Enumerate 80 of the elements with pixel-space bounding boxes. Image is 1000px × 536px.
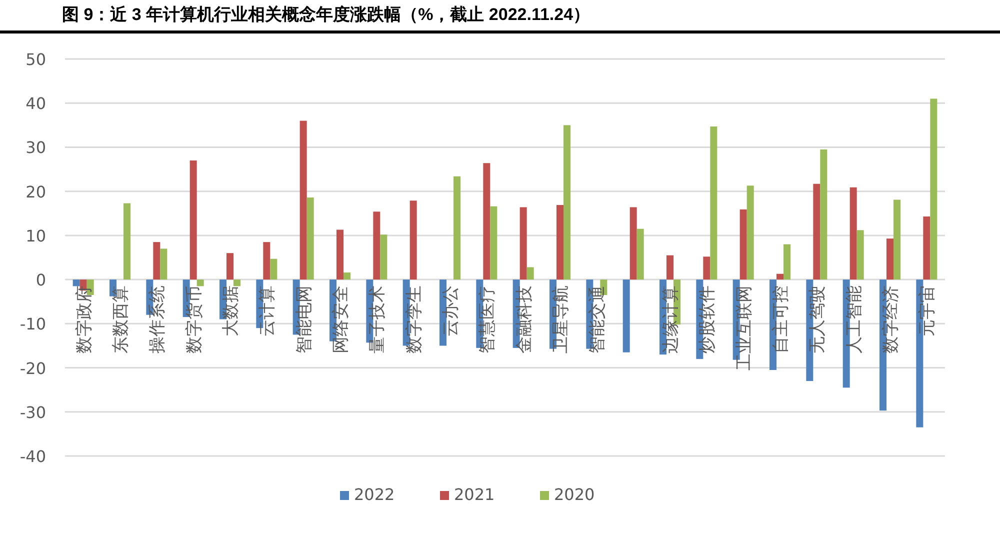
- bar: [234, 280, 240, 286]
- x-tick-label: 智能交通: [588, 286, 608, 354]
- bar: [196, 280, 204, 286]
- bar: [850, 187, 857, 280]
- y-tick-label: 30: [26, 138, 46, 158]
- y-tick-label: -40: [20, 447, 46, 466]
- bar: [410, 200, 417, 280]
- y-tick-label: -10: [20, 314, 46, 334]
- title: 图 9：近 3 年计算机行业相关概念年度涨跌幅（%，截止 2022.11.24）: [0, 5, 1000, 34]
- y-tick-label: 50: [26, 50, 46, 69]
- bar: [813, 184, 820, 280]
- x-tick-label: 智慧医疗: [478, 286, 498, 354]
- bar: [556, 205, 564, 280]
- x-tick-label: 操作系统: [148, 286, 168, 354]
- x-tick-label: 东数西算: [111, 286, 131, 354]
- bar: [666, 255, 674, 280]
- x-tick-label: 数字孪生: [404, 286, 424, 354]
- bar: [746, 186, 754, 280]
- bar: [622, 280, 630, 352]
- bar: [190, 160, 197, 280]
- x-tick-label: 云办公: [441, 286, 461, 337]
- bar: [270, 258, 278, 280]
- x-tick-label: 元宇宙: [918, 286, 938, 337]
- x-tick-label: 量子技术: [368, 286, 388, 354]
- bar: [630, 207, 637, 280]
- x-tick-label: 工业互联网: [734, 286, 754, 371]
- bar: [703, 256, 710, 280]
- bar: [226, 253, 234, 280]
- x-tick-label: 自主可控: [771, 286, 791, 354]
- x-tick-label: 大数据: [221, 286, 241, 337]
- bar: [300, 120, 307, 280]
- bar: [923, 216, 930, 280]
- bar: [526, 267, 534, 280]
- bar: [784, 244, 790, 280]
- bar: [886, 238, 894, 280]
- x-tick-label: 炒股软件: [698, 286, 718, 354]
- x-tick-label: 数字政府: [74, 286, 94, 354]
- x-tick-label: 人工智能: [844, 286, 864, 354]
- y-tick-label: -20: [20, 358, 46, 378]
- bar: [153, 242, 160, 280]
- bar: [72, 280, 80, 286]
- bar: [380, 234, 388, 280]
- legend-label: 2021: [454, 485, 495, 504]
- y-tick-label: 10: [26, 226, 46, 246]
- x-tick-label: 边缘计算: [661, 286, 681, 354]
- legend-label: 2020: [554, 485, 595, 504]
- bar: [740, 209, 747, 280]
- bar: [160, 248, 168, 280]
- bar: [930, 98, 938, 280]
- bar: [373, 212, 380, 280]
- x-tick-label: 智能电网: [294, 286, 314, 354]
- bar: [454, 176, 460, 280]
- bar: [636, 228, 644, 280]
- y-tick-label: 40: [26, 94, 46, 114]
- x-tick-label: 金融科技: [514, 286, 534, 354]
- bar: [776, 274, 784, 280]
- x-tick-label: 数字经济: [881, 286, 901, 354]
- x-tick-label: 云计算: [258, 286, 278, 337]
- x-tick-label: 网络安全: [331, 286, 351, 354]
- bar: [336, 230, 344, 280]
- x-tick-label: 卫星导航: [551, 286, 571, 354]
- y-tick-label: 20: [26, 182, 46, 202]
- legend-label: 2022: [354, 485, 395, 504]
- x-tick-label: 数字货币: [184, 286, 204, 354]
- bar: [490, 206, 498, 280]
- bar: [820, 149, 828, 280]
- bar: [894, 200, 900, 280]
- bar: [710, 126, 718, 280]
- bar: [520, 207, 527, 280]
- x-tick-label: 无人驾驶: [808, 286, 828, 354]
- y-tick-label: 0: [36, 270, 46, 290]
- bar: [263, 242, 270, 280]
- chart-title: 图 9：近 3 年计算机行业相关概念年度涨跌幅（%，截止 2022.11.24）: [62, 5, 590, 24]
- y-tick-label: -30: [20, 402, 46, 422]
- bar: [564, 125, 570, 280]
- bar: [856, 230, 864, 280]
- bar: [124, 203, 130, 280]
- bar: [306, 198, 314, 280]
- bar: [483, 163, 490, 280]
- bar: [344, 272, 350, 280]
